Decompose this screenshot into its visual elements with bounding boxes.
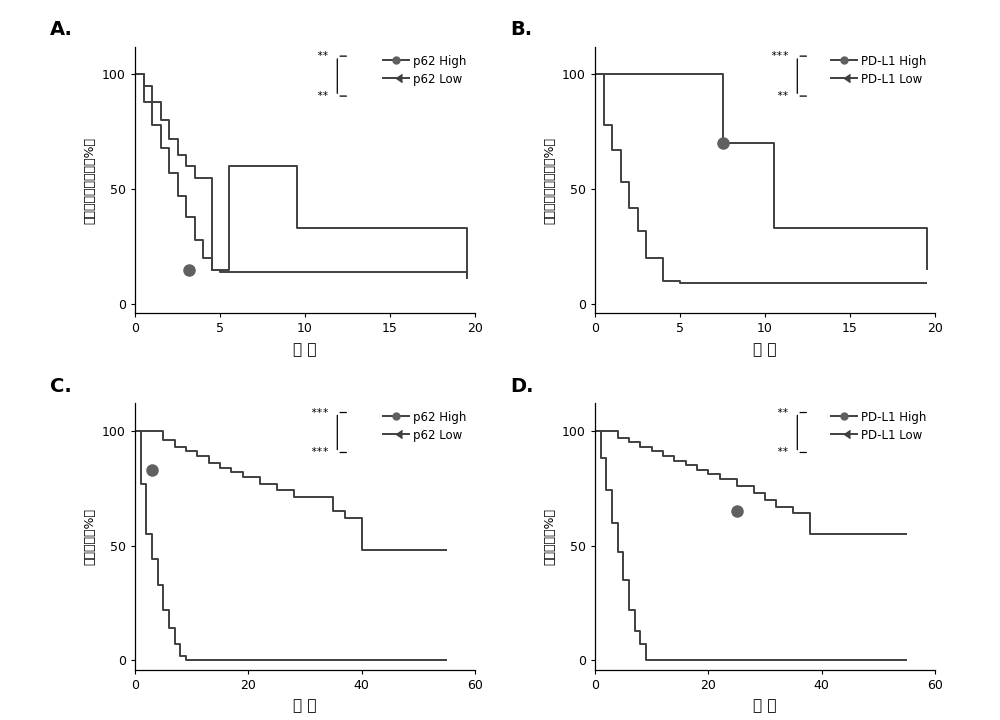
- Text: C.: C.: [50, 377, 72, 395]
- Text: A.: A.: [50, 20, 73, 39]
- Legend: PD-L1 High, PD-L1 Low: PD-L1 High, PD-L1 Low: [828, 409, 929, 445]
- Y-axis label: 疾病无进展生存率（%）: 疾病无进展生存率（%）: [84, 137, 97, 223]
- Text: ***: ***: [310, 408, 329, 418]
- Text: B.: B.: [510, 20, 532, 39]
- X-axis label: 月 数: 月 数: [293, 342, 317, 357]
- Y-axis label: 疾病无进展生存率（%）: 疾病无进展生存率（%）: [544, 137, 557, 223]
- X-axis label: 月 数: 月 数: [753, 698, 777, 714]
- X-axis label: 月 数: 月 数: [293, 698, 317, 714]
- Text: **: **: [776, 408, 789, 418]
- Text: ***: ***: [770, 51, 789, 61]
- Text: ***: ***: [310, 448, 329, 457]
- Legend: p62 High, p62 Low: p62 High, p62 Low: [380, 409, 469, 445]
- Text: D.: D.: [510, 377, 534, 395]
- Y-axis label: 总生存率（%）: 总生存率（%）: [544, 508, 557, 565]
- Text: **: **: [316, 91, 329, 101]
- Legend: PD-L1 High, PD-L1 Low: PD-L1 High, PD-L1 Low: [828, 53, 929, 89]
- X-axis label: 月 数: 月 数: [753, 342, 777, 357]
- Text: **: **: [776, 448, 789, 457]
- Y-axis label: 总生存率（%）: 总生存率（%）: [84, 508, 97, 565]
- Text: **: **: [316, 51, 329, 61]
- Legend: p62 High, p62 Low: p62 High, p62 Low: [380, 53, 469, 89]
- Text: **: **: [776, 91, 789, 101]
